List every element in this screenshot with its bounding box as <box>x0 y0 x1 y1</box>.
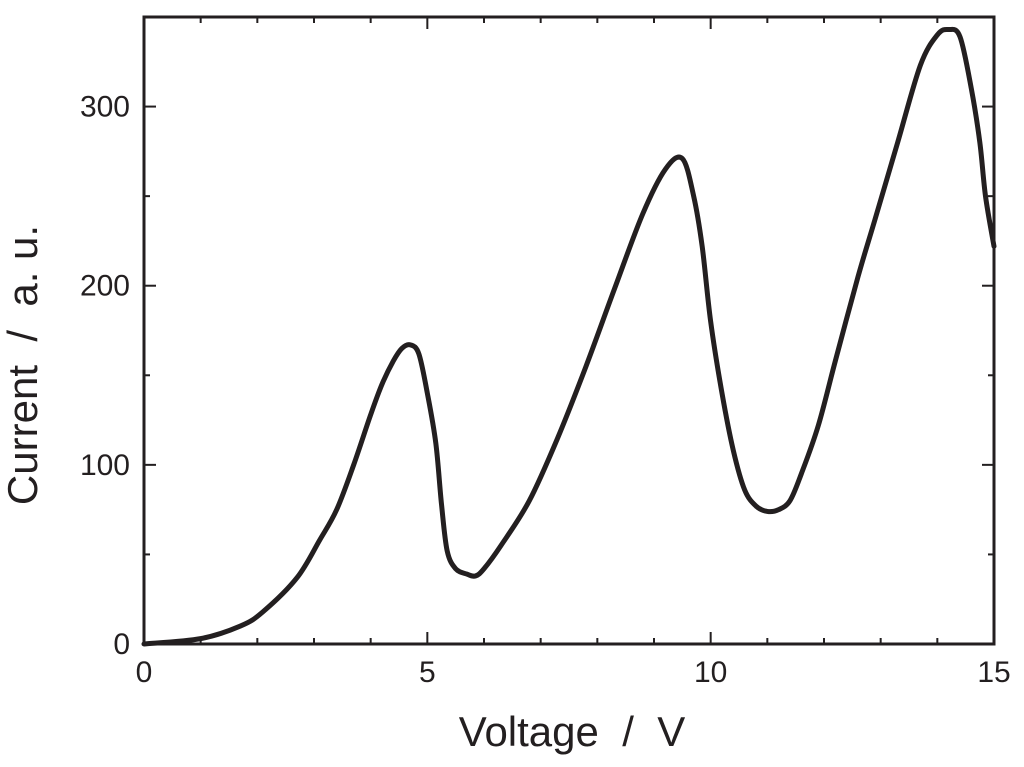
y-tick-label: 100 <box>80 449 130 482</box>
y-tick-label: 300 <box>80 91 130 124</box>
x-tick-label: 10 <box>694 656 727 689</box>
x-tick-label: 5 <box>419 656 436 689</box>
y-tick-labels: 0 100 200 300 <box>80 91 130 661</box>
y-tick-label: 200 <box>80 270 130 303</box>
x-tick-label: 0 <box>136 656 153 689</box>
y-axis-title: Current / a. u. <box>0 225 46 505</box>
x-tick-labels: 0 5 10 15 <box>136 656 1011 689</box>
x-tick-label: 15 <box>977 656 1010 689</box>
series-line <box>141 26 997 647</box>
plot-frame <box>142 15 996 646</box>
axis-ticks <box>143 17 995 645</box>
x-axis-title: Voltage / V <box>459 708 686 755</box>
y-tick-label: 0 <box>113 628 130 661</box>
